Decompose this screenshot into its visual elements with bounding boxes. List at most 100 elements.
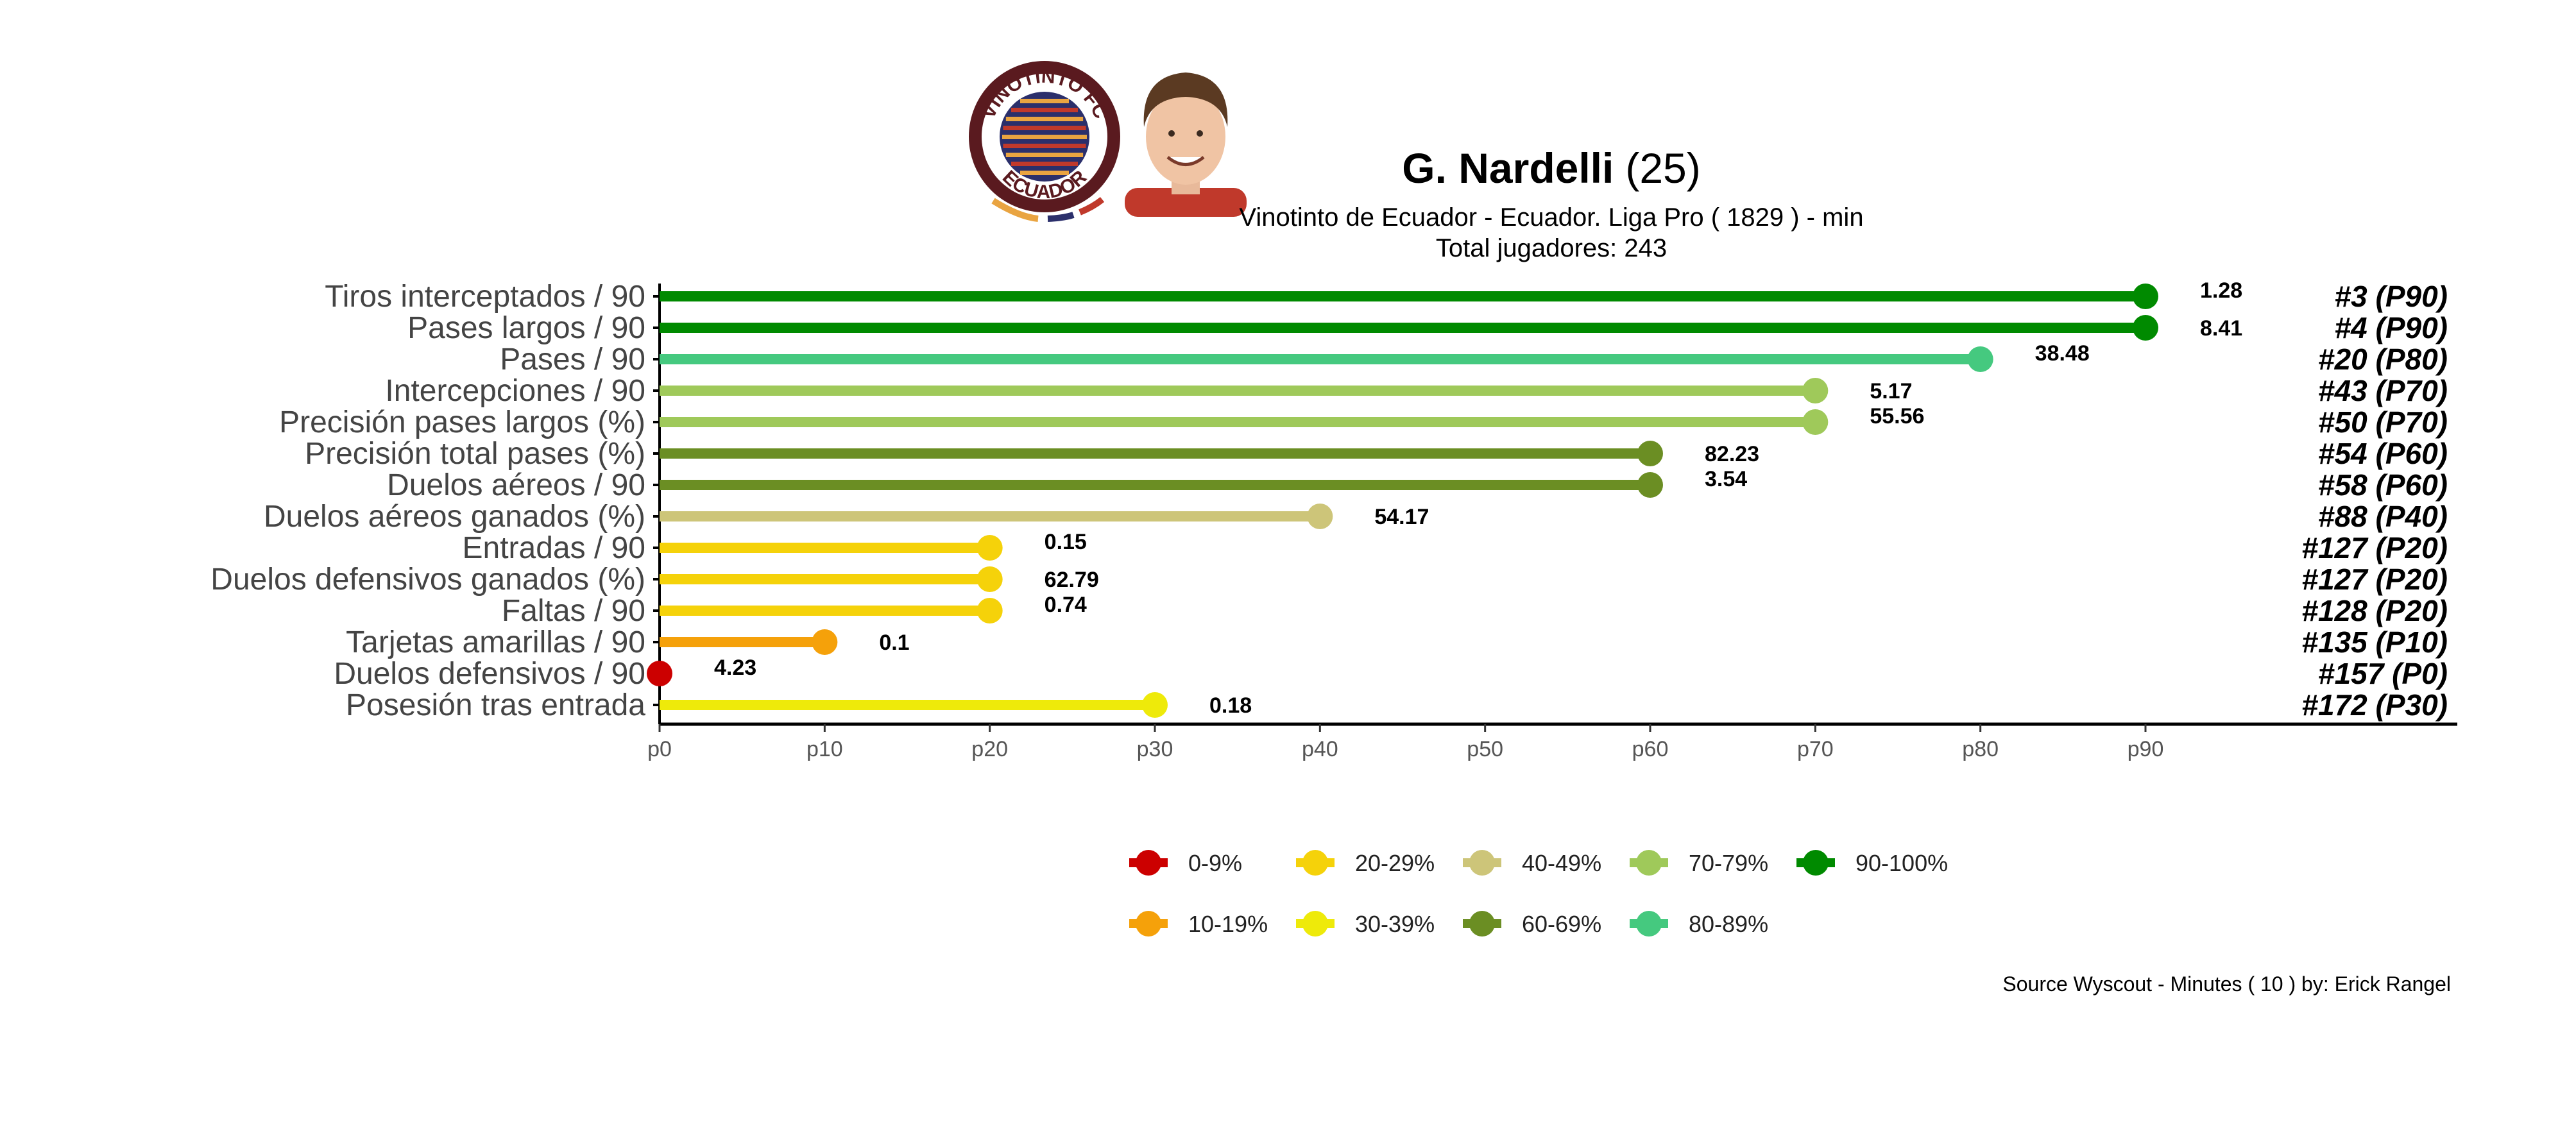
- logo-stripes: [1002, 99, 1087, 175]
- photo-face: [1146, 89, 1225, 185]
- x-tick-label: p70: [1797, 737, 1834, 761]
- logo-accent-left: [991, 198, 1039, 222]
- row-label: Precisión pases largos (%): [279, 405, 645, 439]
- chart-row: Duelos aéreos / 90 3.54 #58 (P60): [387, 467, 2448, 502]
- row-label: Pases / 90: [500, 343, 645, 377]
- lollipop-dot: [1802, 409, 1829, 435]
- legend-label: 20-29%: [1355, 850, 1435, 876]
- logo-stripe: [1005, 153, 1084, 157]
- legend-label: 10-19%: [1188, 911, 1268, 937]
- chart-row: Faltas / 90 0.74 #128 (P20): [502, 593, 2448, 628]
- value-label: 4.23: [714, 656, 756, 680]
- logo-stripe: [1020, 99, 1069, 103]
- chart-row: Precisión pases largos (%) 55.56 #50 (P70): [279, 404, 2448, 439]
- chart-rows: Tiros interceptados / 90 1.28 #3 (P90)Pase…: [210, 278, 2448, 722]
- legend-swatch-dot: [1636, 850, 1662, 876]
- chart-row: Tiros interceptados / 90 1.28 #3 (P90): [325, 278, 2448, 314]
- legend-label: 70-79%: [1689, 850, 1768, 876]
- lollipop-dot: [1637, 441, 1663, 466]
- player-age: (25): [1625, 144, 1700, 192]
- chart-row: Duelos aéreos ganados (%) 54.17 #88 (P40): [264, 500, 2448, 534]
- legend-swatch-dot: [1302, 850, 1328, 876]
- source-credit: Source Wyscout - Minutes ( 10 ) by: Eric…: [2002, 972, 2451, 996]
- row-label: Intercepciones / 90: [385, 374, 645, 408]
- photo-smile: [1166, 156, 1205, 166]
- player-name: G. Nardelli: [1402, 144, 1614, 192]
- row-label: Tarjetas amarillas / 90: [346, 625, 645, 659]
- chart-row: Precisión total pases (%) 82.23 #54 (P60): [305, 437, 2448, 471]
- row-label: Entradas / 90: [462, 531, 645, 565]
- legend-item: 10-19%: [1129, 911, 1268, 937]
- lollipop-dot: [2133, 315, 2158, 341]
- player-photo: [1125, 72, 1247, 217]
- chart-row: Duelos defensivos / 90 4.23 #157 (P0): [334, 656, 2448, 691]
- x-tick-label: p90: [2128, 737, 2164, 761]
- row-label: Duelos aéreos ganados (%): [264, 500, 645, 534]
- x-tick-label: p10: [806, 737, 843, 761]
- logo-stripe: [1002, 135, 1087, 139]
- legend-item: 90-100%: [1796, 850, 1948, 876]
- subtitle: Vinotinto de Ecuador - Ecuador. Liga Pro…: [1239, 203, 1863, 232]
- legend-swatch-dot: [1803, 850, 1829, 876]
- lollipop-dot: [2133, 284, 2158, 309]
- value-label: 0.1: [879, 631, 909, 655]
- rank-label: #172 (P30): [2301, 688, 2448, 722]
- x-tick-label: p40: [1302, 737, 1338, 761]
- rank-label: #88 (P40): [2318, 500, 2448, 533]
- legend-swatch-dot: [1636, 911, 1662, 937]
- legend-swatch-dot: [1136, 911, 1161, 937]
- x-tick-label: p80: [1962, 737, 1999, 761]
- legend-label: 90-100%: [1855, 850, 1948, 876]
- chart-row: Pases / 90 38.48 #20 (P80): [500, 341, 2448, 377]
- legend-label: 30-39%: [1355, 911, 1435, 937]
- logo-accent-right: [1079, 197, 1105, 216]
- lollipop-dot: [977, 598, 1003, 623]
- chart-row: Tarjetas amarillas / 90 0.1 #135 (P10): [346, 625, 2448, 659]
- chart-row: Entradas / 90 0.15 #127 (P20): [462, 530, 2448, 565]
- legend-item: 40-49%: [1463, 850, 1601, 876]
- rank-label: #127 (P20): [2301, 531, 2448, 564]
- value-label: 55.56: [1870, 404, 1924, 428]
- rank-label: #135 (P10): [2301, 625, 2448, 659]
- x-axis: p0 p10 p20 p30 p40 p50 p60 p70 p80 p90: [647, 284, 2457, 761]
- rank-label: #127 (P20): [2301, 563, 2448, 596]
- legend-item: 70-79%: [1630, 850, 1768, 876]
- value-label: 0.18: [1209, 693, 1252, 718]
- photo-eye-right: [1197, 130, 1203, 137]
- rank-label: #3 (P90): [2335, 280, 2448, 313]
- photo-eye-left: [1168, 130, 1175, 137]
- lollipop-dot: [977, 566, 1003, 592]
- legend-swatch-dot: [1469, 850, 1495, 876]
- player-title: G. Nardelli (25): [1402, 144, 1700, 192]
- row-label: Faltas / 90: [502, 594, 645, 628]
- value-label: 0.15: [1045, 530, 1087, 554]
- lollipop-dot: [1802, 378, 1829, 403]
- logo-stripe: [1005, 117, 1084, 121]
- logo-stripe: [1011, 108, 1078, 112]
- rank-label: #43 (P70): [2318, 374, 2448, 407]
- rank-label: #20 (P80): [2318, 343, 2448, 376]
- x-tick-label: p20: [971, 737, 1008, 761]
- chart-row: Pases largos / 90 8.41 #4 (P90): [407, 311, 2448, 345]
- lollipop-dot: [647, 661, 672, 686]
- row-label: Posesión tras entrada: [346, 688, 645, 722]
- legend-item: 0-9%: [1129, 850, 1242, 876]
- x-tick-label: p30: [1137, 737, 1173, 761]
- legend-label: 0-9%: [1188, 850, 1242, 876]
- photo-hair: [1143, 72, 1228, 127]
- row-label: Precisión total pases (%): [305, 437, 645, 471]
- legend-swatch-dot: [1469, 911, 1495, 937]
- rank-label: #157 (P0): [2318, 657, 2448, 690]
- photo-shirt: [1125, 188, 1247, 217]
- row-label: Duelos defensivos ganados (%): [210, 563, 645, 597]
- legend-label: 60-69%: [1522, 911, 1601, 937]
- value-label: 38.48: [2035, 341, 2090, 366]
- lollipop-dot: [1307, 504, 1333, 529]
- row-label: Pases largos / 90: [407, 311, 645, 345]
- logo-stripe: [1011, 162, 1078, 166]
- value-label: 0.74: [1045, 593, 1087, 617]
- legend-swatch-dot: [1302, 911, 1328, 937]
- lollipop-dot: [1967, 346, 1993, 372]
- x-tick-label: p60: [1632, 737, 1669, 761]
- row-label: Duelos defensivos / 90: [334, 657, 645, 691]
